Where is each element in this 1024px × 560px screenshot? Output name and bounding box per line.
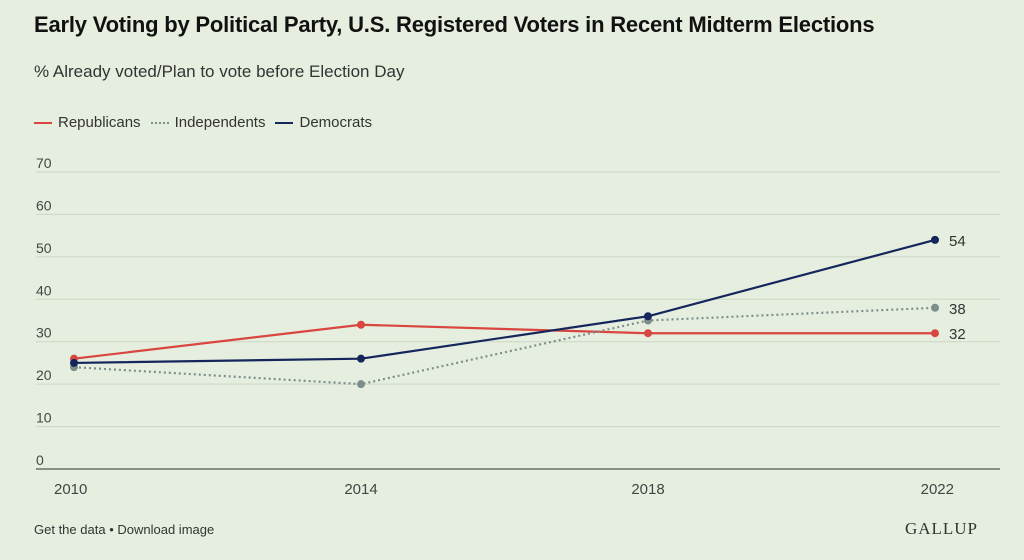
y-tick-label: 20 [36, 367, 52, 383]
legend-item-republicans: Republicans [34, 114, 141, 131]
series-line-republicans [73, 323, 935, 360]
data-point-independents [931, 303, 939, 312]
data-point-democrats [644, 312, 652, 321]
x-tick-label: 2014 [344, 481, 377, 498]
y-tick-label: 40 [36, 282, 52, 298]
data-point-republicans [357, 320, 365, 329]
data-point-republicans [931, 329, 939, 338]
x-tick-label: 2018 [631, 481, 664, 498]
data-point-republicans [644, 329, 652, 338]
y-tick-label: 30 [36, 325, 52, 341]
data-point-democrats [357, 354, 365, 363]
gallup-logo: GALLUP [904, 519, 978, 538]
legend-swatch-democrats [275, 121, 294, 124]
y-tick-label: 60 [36, 197, 52, 213]
chart-title: Early Voting by Political Party, U.S. Re… [34, 12, 875, 37]
end-label-democrats: 54 [949, 233, 966, 250]
data-point-democrats [931, 235, 939, 244]
legend: Republicans Independents Democrats [34, 114, 372, 131]
footer-separator: • [109, 522, 114, 537]
data-point-democrats [70, 358, 78, 367]
y-tick-label: 50 [36, 240, 52, 256]
legend-swatch-republicans [34, 121, 52, 124]
series-line-independents [73, 306, 936, 386]
y-tick-label: 0 [36, 452, 44, 468]
line-chart: 0 10 20 30 40 50 60 70 2010 2014 2018 2022 32 38 54 [36, 155, 1000, 498]
get-data-link[interactable]: Get the data [34, 522, 106, 537]
legend-item-democrats: Democrats [275, 114, 372, 131]
legend-item-independents: Independents [150, 114, 266, 131]
x-tick-label: 2022 [921, 481, 954, 498]
end-label-independents: 38 [949, 301, 966, 318]
y-tick-label: 10 [36, 410, 52, 426]
legend-label-republicans: Republicans [58, 114, 141, 131]
data-point-independents [357, 380, 365, 389]
x-tick-label: 2010 [54, 481, 87, 498]
legend-swatch-independents [150, 121, 169, 124]
legend-label-independents: Independents [174, 114, 266, 131]
legend-label-democrats: Democrats [299, 114, 373, 131]
y-tick-label: 70 [36, 155, 52, 171]
chart-subtitle: % Already voted/Plan to vote before Elec… [34, 62, 405, 81]
series-line-democrats [73, 238, 936, 365]
end-label-republicans: 32 [949, 326, 966, 343]
download-image-link[interactable]: Download image [117, 522, 215, 537]
footer-links: Get the data • Download image [34, 522, 214, 537]
